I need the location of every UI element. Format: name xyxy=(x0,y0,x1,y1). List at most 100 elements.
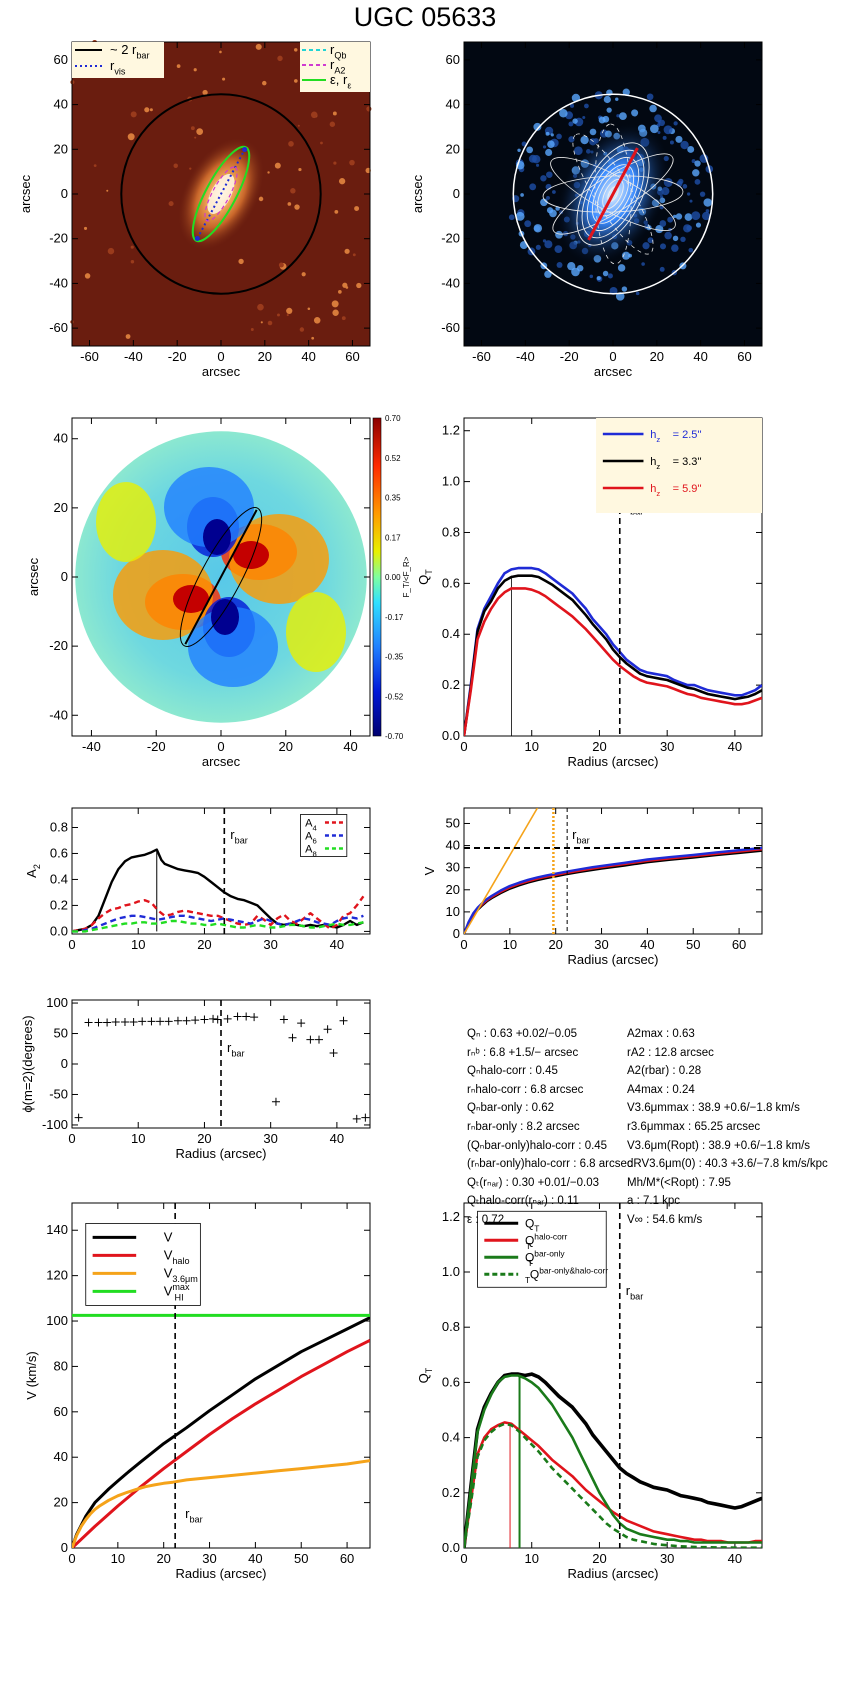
image-blob xyxy=(654,114,662,123)
image-blob xyxy=(635,291,640,296)
legend-label: Qbar-only&halo-corr T xyxy=(525,1265,608,1285)
image-blob xyxy=(680,236,686,243)
x-tick-label: 0 xyxy=(68,1131,75,1146)
x-tick-label: -60 xyxy=(80,349,99,364)
x-tick-label: 40 xyxy=(693,349,707,364)
phase-point xyxy=(271,1097,280,1106)
stats-right-column: A2max : 0.63 rA2 : 12.8 arcsec A2(rbar) … xyxy=(627,1025,842,1230)
image-blob xyxy=(678,178,684,185)
image-blob xyxy=(332,111,337,116)
image-blob xyxy=(524,220,532,228)
y-tick-label: 60 xyxy=(446,52,460,67)
legend-label: Vmax HI xyxy=(164,1282,190,1302)
y-tick-label: -50 xyxy=(49,1086,68,1101)
image-blob xyxy=(542,145,547,149)
y-tick-label: -40 xyxy=(49,275,68,290)
fourier-amps-frame xyxy=(71,807,371,935)
image-blob xyxy=(662,135,667,140)
x-tick-label: -20 xyxy=(560,349,579,364)
x-tick-label: 0 xyxy=(217,349,224,364)
rotation-curve-chart: 0 10 20 30 40 50 60 0 20 40 60 80 100 120 140 Radius (a… xyxy=(24,1202,371,1581)
image-blob xyxy=(657,131,661,135)
image-blob xyxy=(286,307,293,315)
y-axis-label: arcsec xyxy=(26,557,41,596)
y-tick-label: 0 xyxy=(453,926,460,941)
image-blob xyxy=(647,237,654,244)
y-tick-label: -100 xyxy=(42,1117,68,1132)
legend-label: hz xyxy=(650,456,660,471)
image-blob xyxy=(93,164,97,168)
phase-point xyxy=(173,1016,182,1025)
image-blob xyxy=(515,211,525,221)
y-axis-label: A2 xyxy=(24,864,42,878)
colorbar-tick-label: 0.00 xyxy=(385,573,401,582)
x-tick-label: 30 xyxy=(263,1131,277,1146)
image-blob xyxy=(255,43,262,50)
y-tick-label: -20 xyxy=(49,231,68,246)
phase-point xyxy=(200,1015,209,1024)
legend-label: QT xyxy=(525,1216,539,1233)
x-tick-label: 60 xyxy=(732,937,746,952)
legend-label: Qhalo-corr T xyxy=(525,1231,568,1251)
phase-point xyxy=(164,1017,173,1026)
y-tick-label: 1.0 xyxy=(442,474,460,489)
x-axis-label: arcsec xyxy=(202,754,241,769)
image-blob xyxy=(290,188,296,194)
image-blob xyxy=(702,211,711,221)
force-map-chart: -40 -20 0 20 40 -40 -20 0 20 40 arcsec arcsec 0.70 0.… xyxy=(26,414,411,769)
force-lobe xyxy=(229,514,329,604)
image-blob xyxy=(659,266,665,272)
phase-point xyxy=(94,1018,103,1027)
legend-label: A6 xyxy=(305,830,317,845)
image-blob xyxy=(517,148,521,153)
image-blob xyxy=(313,317,321,324)
image-blob xyxy=(238,258,244,265)
image-blob xyxy=(646,93,654,101)
phase-point xyxy=(315,1035,324,1044)
image-blob xyxy=(618,112,627,121)
image-blob xyxy=(606,107,612,113)
fourier-series-line xyxy=(72,895,365,933)
legend-value: = 3.3'' xyxy=(673,456,702,468)
x-tick-label: 0 xyxy=(609,349,616,364)
image-blob xyxy=(338,290,342,294)
image-blob xyxy=(144,107,150,113)
image-blob xyxy=(130,245,134,249)
x-tick-label: 20 xyxy=(592,1551,606,1566)
image-blob xyxy=(703,198,712,207)
x-tick-label: -40 xyxy=(82,739,101,754)
stat-rqb-bar-halo: (rₙbar-only)halo-corr : 6.8 arcsec xyxy=(467,1158,633,1171)
series-group xyxy=(464,808,762,934)
image-blob xyxy=(655,224,664,234)
x-tick-label: -40 xyxy=(124,349,143,364)
image-blob xyxy=(572,118,578,124)
qt-corr-series-line xyxy=(464,1421,762,1548)
image-blob xyxy=(84,273,91,279)
image-blob xyxy=(176,64,181,68)
phase-point xyxy=(103,1018,112,1027)
x-tick-label: 40 xyxy=(330,1131,344,1146)
image-blob xyxy=(274,162,281,169)
x-tick-label: -40 xyxy=(516,349,535,364)
y-tick-label: 0.4 xyxy=(50,871,68,886)
y-tick-label: 50 xyxy=(54,1026,68,1041)
x-tick-label: 40 xyxy=(248,1551,262,1566)
x-tick-label: 50 xyxy=(686,937,700,952)
y-tick-label: 1.0 xyxy=(442,1264,460,1279)
image-blob xyxy=(331,300,339,308)
image-blob xyxy=(202,89,208,96)
phase-point xyxy=(361,1113,370,1122)
force-lobe xyxy=(188,607,278,687)
image-blob xyxy=(277,313,280,317)
image-blob xyxy=(554,245,563,254)
colorbar-tick-label: 0.35 xyxy=(385,494,401,503)
colorbar-tick-label: -0.52 xyxy=(385,692,404,701)
y-tick-label: 0 xyxy=(453,186,460,201)
phase-point xyxy=(156,1017,165,1026)
image-blob xyxy=(278,262,284,268)
image-blob xyxy=(569,103,575,108)
image-blob xyxy=(547,140,555,148)
rbar-label: rbar xyxy=(185,1506,203,1525)
image-blob xyxy=(615,97,619,101)
phase-point xyxy=(213,1015,222,1024)
